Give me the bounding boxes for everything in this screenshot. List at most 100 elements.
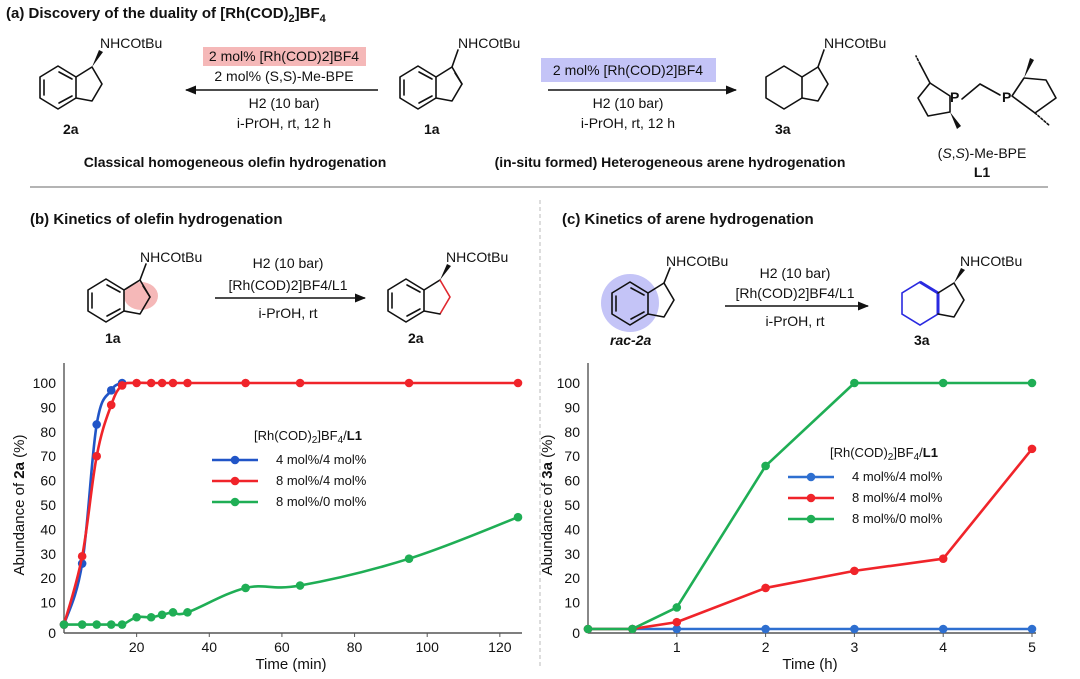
data-point-s2-6: [132, 378, 141, 388]
y-axis-title: Abundance of 3a (%): [539, 435, 556, 576]
data-point-s2-5: [850, 566, 859, 576]
cond-c-2: [Rh(COD)2]BF4/L1: [735, 285, 854, 301]
caption-left: Classical homogeneous olefin hydrogenati…: [84, 154, 387, 170]
y-tick-label: 100: [557, 375, 581, 391]
x-tick-label: 40: [201, 639, 217, 655]
legend: [Rh(COD)2]BF4/L1 4 mol%/4 mol% 8 mol%/4 mo…: [212, 428, 367, 509]
structure-3a-kinetics: NHCOtBu: [901, 253, 1022, 326]
data-point-s2-2: [77, 551, 87, 561]
legend: [Rh(COD)2]BF4/L1 4 mol%/4 mol% 8 mol%/4 mo…: [788, 445, 943, 526]
ligand-p-left: P: [950, 89, 959, 105]
legend-label: 4 mol%/4 mol%: [276, 452, 367, 467]
x-tick-label: 60: [274, 639, 290, 655]
data-point-s1-3: [92, 420, 101, 429]
legend-title: [Rh(COD)2]BF4/L1: [254, 428, 362, 446]
label-1a: 1a: [424, 121, 440, 137]
substituent-2a-b: NHCOtBu: [446, 249, 508, 265]
structure-1a-kinetics: NHCOtBu: [87, 249, 202, 323]
data-point-s3-4: [761, 461, 770, 471]
y-tick-label: 100: [33, 375, 57, 391]
cond-c-3: i-PrOH, rt: [765, 313, 824, 329]
label-2a-b: 2a: [408, 330, 424, 346]
structure-1a: NHCOtBu: [399, 35, 520, 110]
data-point-s3-1: [583, 624, 593, 634]
legend-label: 8 mol%/4 mol%: [276, 473, 367, 488]
legend-swatch-marker: [230, 497, 240, 507]
legend-label: 8 mol%/0 mol%: [852, 511, 943, 526]
cond-b-1: H2 (10 bar): [253, 255, 324, 271]
chart-olefin-kinetics: 0 10 20 30 40 50 60 70 80 90 100 20 40 60 80 100 120 Time…: [11, 363, 523, 673]
y-tick-label: 10: [564, 595, 580, 611]
panel-b-heading: (b) Kinetics of olefin hydrogenation: [30, 211, 283, 228]
data-point-s3-2: [77, 620, 87, 629]
data-point-s3-11: [241, 583, 250, 593]
data-point-s2-10: [183, 378, 192, 388]
cond-right-3: i-PrOH, rt, 12 h: [581, 115, 675, 131]
data-point-s2-13: [404, 378, 414, 388]
caption-right: (in-situ formed) Heterogeneous arene hyd…: [495, 154, 846, 170]
data-point-s1-7: [1027, 624, 1037, 634]
substituent-1a-b: NHCOtBu: [140, 249, 202, 265]
y-tick-label: 80: [40, 424, 56, 440]
x-tick-label: 100: [416, 639, 440, 655]
data-point-s3-5: [117, 620, 127, 629]
y-tick-label: 90: [40, 399, 56, 415]
y-tick-label: 70: [40, 448, 56, 464]
x-tick-label: 3: [851, 639, 859, 655]
structure-rac-2a: NHCOtBu: [601, 253, 728, 332]
y-tick-label: 90: [564, 399, 580, 415]
structure-2a: NHCOtBu: [39, 35, 162, 110]
legend-label: 8 mol%/4 mol%: [852, 490, 943, 505]
structure-2a-kinetics: NHCOtBu: [387, 249, 508, 323]
data-point-s3-1: [59, 620, 69, 629]
data-point-s2-9: [168, 378, 178, 388]
y-tick-label: 30: [40, 546, 56, 562]
substituent-3a-c: NHCOtBu: [960, 253, 1022, 269]
data-point-s1-4: [106, 386, 116, 395]
y-tick-label: 70: [564, 448, 580, 464]
data-point-s2-6: [938, 554, 948, 563]
cond-left-4: i-PrOH, rt, 12 h: [237, 115, 331, 131]
highlight-blue: [541, 58, 716, 82]
data-point-s2-7: [1027, 444, 1037, 454]
cond-right-2: H2 (10 bar): [593, 95, 664, 111]
cond-c-1: H2 (10 bar): [760, 265, 831, 281]
data-point-s1-5: [850, 624, 859, 634]
data-point-s3-6: [132, 612, 141, 622]
x-tick-label: 20: [129, 639, 145, 655]
data-point-s1-4: [761, 624, 770, 634]
legend-swatch-marker: [806, 493, 816, 503]
panel-a-heading: (a) Discovery of the duality of [Rh(COD)…: [6, 5, 327, 25]
y-tick-label: 0: [572, 625, 580, 641]
label-rac-2a: rac-2a: [610, 332, 651, 348]
x-tick-label: 5: [1028, 639, 1036, 655]
substituent-2a: NHCOtBu: [100, 35, 162, 51]
y-tick-label: 40: [40, 521, 56, 537]
data-point-s1-6: [938, 624, 948, 634]
data-point-s3-3: [92, 620, 101, 629]
data-point-s3-6: [938, 378, 948, 388]
structure-3a: NHCOtBu: [765, 35, 886, 110]
y-tick-label: 20: [564, 570, 580, 586]
panel-c: (c) Kinetics of arene hydrogenation NHCO…: [562, 211, 1022, 348]
y-tick-label: 80: [564, 424, 580, 440]
data-point-s2-12: [295, 378, 305, 388]
panel-b: (b) Kinetics of olefin hydrogenation NHC…: [30, 211, 508, 346]
x-tick-label: 1: [673, 639, 681, 655]
substituent-1a: NHCOtBu: [458, 35, 520, 51]
data-point-s3-2: [628, 624, 637, 634]
data-point-s2-14: [513, 378, 523, 388]
x-axis-title: Time (min): [255, 656, 326, 673]
series-line-3: [588, 381, 1032, 631]
cond-b-2: [Rh(COD)2]BF4/L1: [228, 277, 347, 293]
cond-left-2: 2 mol% (S,S)-Me-BPE: [214, 68, 353, 84]
x-tick-label: 4: [939, 639, 947, 655]
x-tick-label: 2: [762, 639, 770, 655]
x-axis-title: Time (h): [782, 656, 837, 673]
panel-c-heading: (c) Kinetics of arene hydrogenation: [562, 211, 814, 228]
y-tick-label: 40: [564, 521, 580, 537]
structure-ligand-l1: P P: [915, 55, 1057, 129]
data-point-s3-7: [146, 612, 156, 622]
y-tick-label: 10: [40, 595, 56, 611]
